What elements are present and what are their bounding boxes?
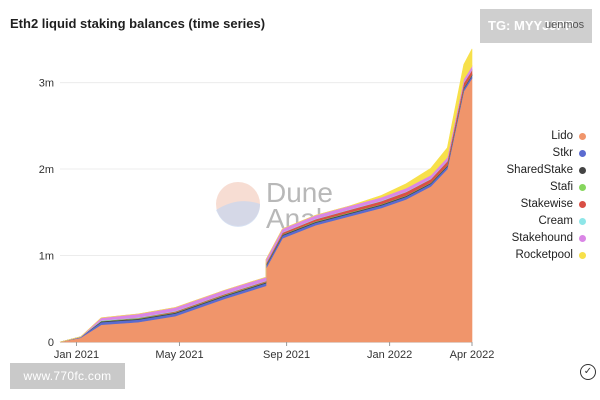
legend-item-cream[interactable]: Cream <box>538 214 586 228</box>
y-axis: 0 1m 2m 3m <box>39 78 54 349</box>
legend-swatch <box>579 234 586 242</box>
y-tick-label: 3m <box>39 78 54 90</box>
legend-swatch <box>579 251 586 259</box>
legend-label: SharedStake <box>506 164 574 176</box>
y-tick-label: 1m <box>39 251 54 263</box>
legend-label: Rocketpool <box>515 249 573 261</box>
check-circle-icon[interactable]: ✓ <box>580 364 596 380</box>
watermark-suffix-text: uenmos <box>545 19 585 31</box>
legend-swatch <box>579 166 586 174</box>
legend-item-rocketpool[interactable]: Rocketpool <box>515 248 586 262</box>
area-rocketpool <box>59 48 473 343</box>
dune-watermark-line1: Dune <box>266 177 333 208</box>
stacked-areas <box>59 48 473 343</box>
x-tick-label: May 2021 <box>155 349 203 361</box>
legend-item-stafi[interactable]: Stafi <box>550 180 586 194</box>
chart-legend: Lido Stkr SharedStake Stafi Stakewise Cream St… <box>506 129 586 262</box>
site-watermark-banner: www.770fc.com <box>10 363 125 389</box>
legend-item-stkr[interactable]: Stkr <box>553 146 586 160</box>
legend-swatch <box>579 200 586 208</box>
legend-label: Cream <box>538 215 573 227</box>
x-axis: Jan 2021 May 2021 Sep 2021 Jan 2022 Apr 2022 <box>54 342 494 361</box>
legend-item-sharedstake[interactable]: SharedStake <box>506 163 586 177</box>
legend-item-stakewise[interactable]: Stakewise <box>521 197 586 211</box>
legend-swatch <box>579 149 586 157</box>
legend-swatch <box>579 132 586 140</box>
legend-label: Stkr <box>552 147 573 159</box>
x-tick-label: Jan 2021 <box>54 349 99 361</box>
legend-label: Stakehound <box>511 232 573 244</box>
legend-swatch <box>579 183 586 191</box>
legend-label: Stakewise <box>520 198 573 210</box>
telegram-watermark-banner: TG: MYYJJPP <box>480 9 592 43</box>
x-tick-label: Jan 2022 <box>367 349 412 361</box>
legend-item-stakehound[interactable]: Stakehound <box>512 231 586 245</box>
y-tick-label: 2m <box>39 164 54 176</box>
x-tick-label: Apr 2022 <box>450 349 495 361</box>
legend-item-lido[interactable]: Lido <box>551 129 586 143</box>
dune-logo-wave-icon <box>216 201 260 227</box>
chart-title: Eth2 liquid staking balances (time serie… <box>10 16 266 31</box>
legend-label: Stafi <box>549 181 573 193</box>
legend-label: Lido <box>551 130 573 142</box>
legend-swatch <box>579 217 586 225</box>
x-tick-label: Sep 2021 <box>263 349 310 361</box>
y-tick-label: 0 <box>48 337 54 349</box>
